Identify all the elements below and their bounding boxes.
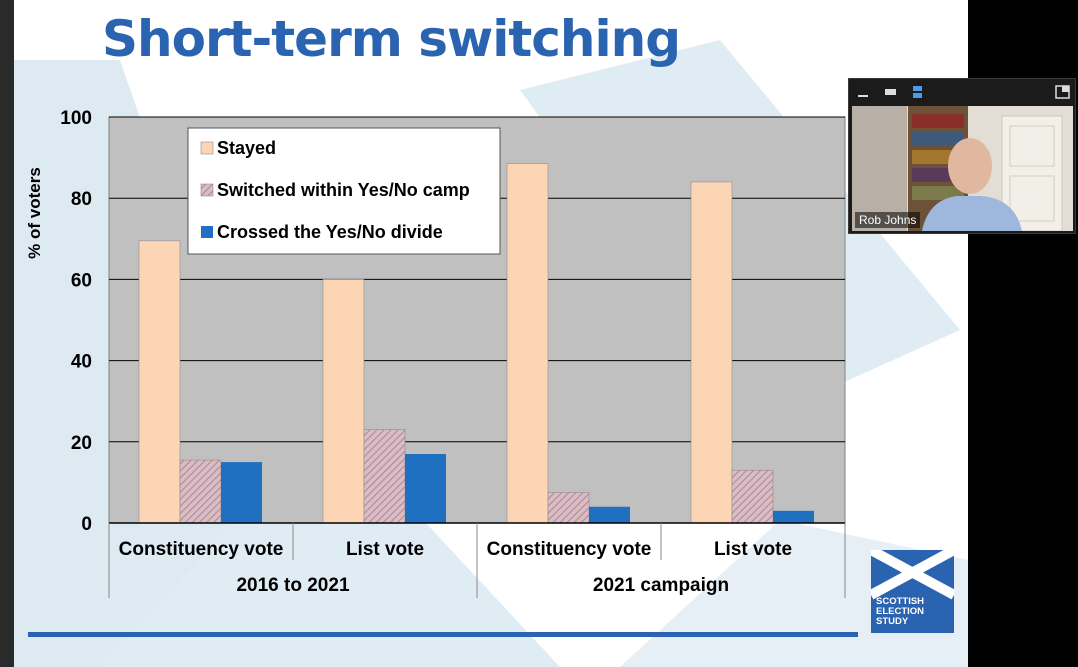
y-tick-label-0: 0 — [81, 514, 92, 535]
participant-video: Rob Johns — [852, 106, 1073, 231]
y-tick-label-40: 40 — [71, 352, 92, 373]
legend-swatch-1 — [200, 141, 214, 155]
legend-swatch-2 — [200, 183, 214, 197]
bars-layer — [138, 163, 814, 524]
y-tick-label-20: 20 — [71, 433, 92, 454]
chart: 0 20 40 60 80 100 Constituency vote List vote Co… — [14, 40, 968, 667]
minimize-icon[interactable] — [856, 85, 872, 99]
scottish-election-study-logo: SCOTTISH ELECTION STUDY — [871, 550, 954, 633]
x-category-label-3: Constituency vote — [487, 539, 652, 560]
legend-label-3: Crossed the Yes/No divide — [217, 222, 443, 242]
y-tick-label-100: 100 — [60, 108, 92, 129]
participant-name-tag: Rob Johns — [855, 212, 921, 228]
speaker-view-icon[interactable] — [910, 85, 926, 99]
bar-2-2 — [363, 429, 406, 524]
axes-layer: 0 20 40 60 80 100 Constituency vote List vote Co… — [60, 108, 846, 598]
legend-label-1: Stayed — [217, 138, 276, 158]
video-toolbar — [849, 79, 1075, 105]
slide: 0 20 40 60 80 100 Constituency vote List vote Co… — [0, 0, 968, 667]
bar-2-1 — [179, 459, 222, 524]
legend: Stayed Switched within Yes/No camp Crossed… — [187, 127, 501, 255]
bar-1-1 — [138, 240, 181, 524]
y-axis-label: % of voters — [25, 167, 44, 259]
y-tick-label-60: 60 — [71, 270, 92, 291]
exit-minimized-icon[interactable] — [1055, 85, 1071, 99]
x-group-label-1: 2016 to 2021 — [236, 575, 349, 596]
bar-3-2 — [405, 453, 446, 523]
bottom-divider — [28, 632, 858, 637]
slide-title: Short-term switching — [102, 10, 681, 68]
participant-image — [852, 106, 1073, 231]
y-tick-label-80: 80 — [71, 189, 92, 210]
bar-1-4 — [690, 181, 733, 524]
x-category-label-4: List vote — [714, 539, 792, 560]
video-window[interactable]: Rob Johns — [848, 78, 1076, 234]
saltire-icon — [871, 550, 954, 600]
bar-1-3 — [506, 163, 549, 524]
logo-line-1: SCOTTISH — [876, 596, 925, 607]
x-group-label-2: 2021 campaign — [593, 575, 729, 596]
bar-2-3 — [547, 492, 590, 524]
bar-3-3 — [589, 506, 630, 523]
legend-label-2: Switched within Yes/No camp — [217, 180, 470, 200]
video-only-icon[interactable] — [883, 85, 899, 99]
logo-line-2: ELECTION — [876, 606, 925, 617]
bar-2-4 — [731, 469, 774, 524]
x-category-label-2: List vote — [346, 539, 424, 560]
bar-1-2 — [322, 279, 365, 524]
bar-3-4 — [773, 510, 814, 523]
x-category-label-1: Constituency vote — [119, 539, 284, 560]
left-edge-stripe — [0, 0, 14, 667]
legend-swatch-3 — [201, 226, 213, 238]
legend-box — [187, 127, 501, 255]
bar-3-1 — [221, 462, 262, 523]
logo-line-3: STUDY — [876, 616, 909, 627]
